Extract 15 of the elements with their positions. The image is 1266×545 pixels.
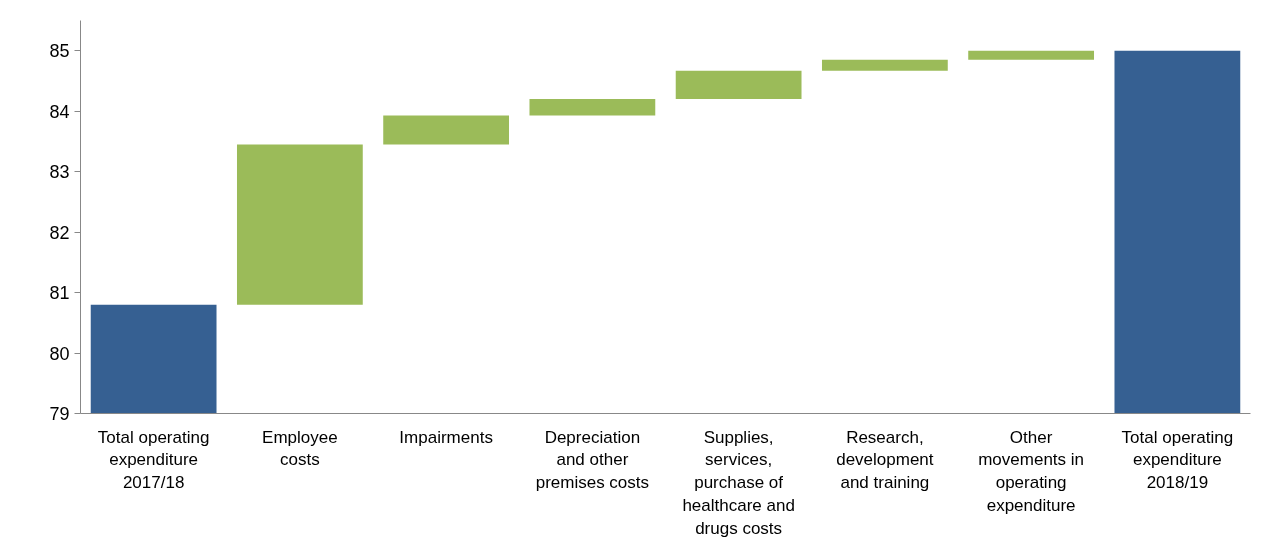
y-tick-label: 85 [49, 41, 70, 62]
y-tick-label: 80 [49, 343, 70, 364]
x-tick-label: Depreciation and other premises costs [535, 427, 650, 493]
x-tick-label: Employee costs [262, 427, 338, 470]
y-tick-label: 83 [49, 162, 70, 183]
x-tick-label: Impairments [399, 427, 493, 447]
y-tick-label: 81 [49, 283, 70, 304]
y-tick-label: 84 [49, 101, 70, 122]
x-tick-label: Other movements in operating expenditure [978, 427, 1085, 515]
x-tick-label: Supplies, services, purchase of healthcare and drugs costs [682, 427, 795, 538]
x-tick-label: Total operating expenditure 2018/19 [1121, 427, 1234, 493]
y-tick-label: 79 [49, 404, 70, 424]
x-tick-label: Total operating expenditure 2017/18 [97, 427, 210, 493]
x-tick-label: Research, development and training [836, 427, 934, 493]
y-tick-label: 82 [49, 222, 70, 243]
